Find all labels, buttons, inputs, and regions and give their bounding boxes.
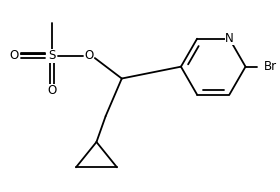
Text: O: O	[47, 84, 57, 97]
Text: Br: Br	[264, 60, 277, 73]
Text: O: O	[9, 49, 18, 62]
Text: N: N	[225, 32, 234, 45]
Text: O: O	[85, 49, 94, 62]
Text: S: S	[48, 49, 55, 62]
